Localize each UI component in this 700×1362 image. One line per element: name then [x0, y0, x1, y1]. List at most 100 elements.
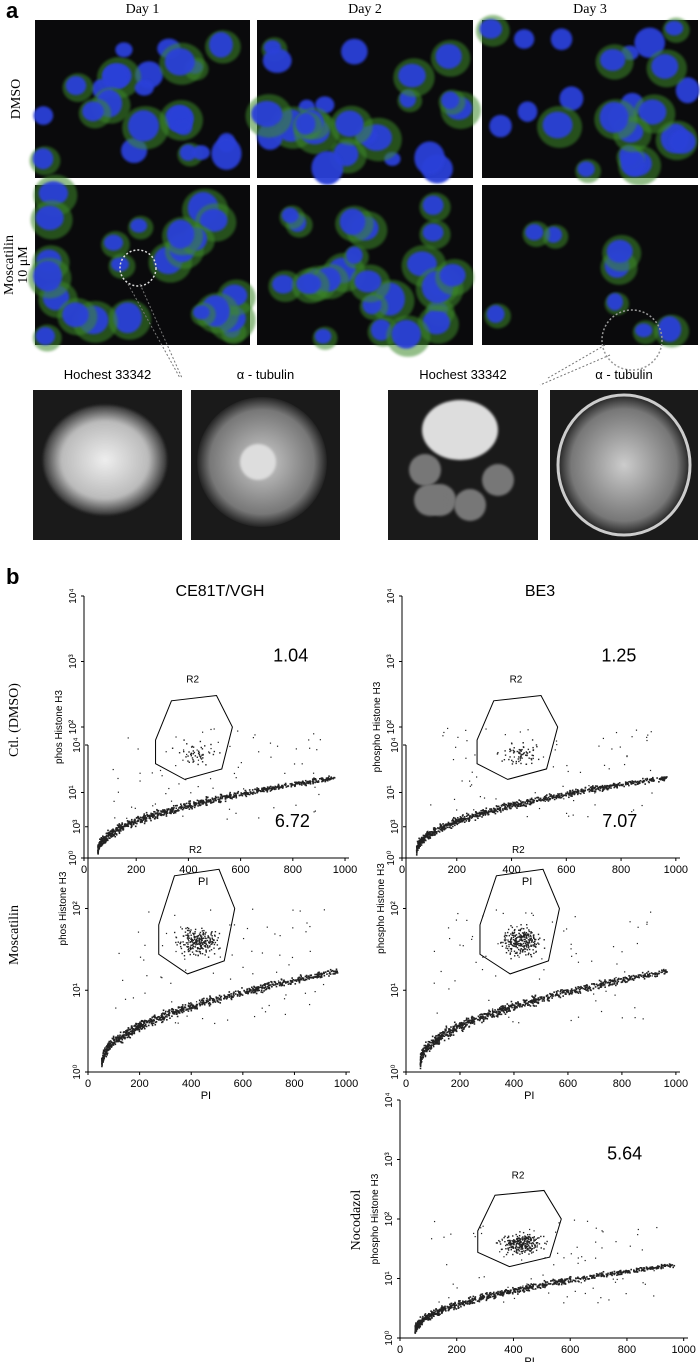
event — [514, 941, 515, 942]
event — [629, 781, 631, 783]
event — [276, 972, 277, 973]
event — [316, 780, 318, 782]
event — [576, 792, 578, 794]
event — [496, 805, 498, 807]
event — [209, 938, 210, 939]
event — [191, 746, 192, 747]
event — [520, 943, 521, 944]
event — [189, 808, 191, 810]
event — [127, 824, 129, 826]
event — [139, 773, 140, 774]
event — [529, 751, 530, 752]
event — [612, 980, 614, 982]
event — [204, 954, 205, 955]
event — [244, 790, 245, 791]
event — [603, 786, 605, 788]
event — [642, 975, 644, 977]
event — [634, 1007, 635, 1008]
nucleus — [211, 137, 241, 169]
event — [443, 1031, 445, 1033]
event — [487, 1016, 489, 1018]
event — [457, 817, 459, 819]
event — [334, 973, 336, 975]
event — [560, 993, 562, 995]
event — [556, 744, 557, 745]
event — [523, 742, 524, 743]
event — [190, 945, 191, 946]
event — [171, 1015, 173, 1017]
event — [195, 1007, 197, 1009]
event — [515, 943, 516, 944]
event — [175, 951, 176, 952]
event — [552, 994, 554, 996]
event — [605, 981, 607, 983]
event — [526, 937, 527, 938]
event — [265, 1011, 266, 1012]
event — [463, 1020, 465, 1022]
event — [124, 825, 126, 827]
event — [97, 853, 99, 855]
event — [497, 808, 499, 810]
event — [152, 805, 153, 806]
event — [427, 1046, 429, 1048]
event — [533, 944, 534, 945]
event — [321, 974, 323, 976]
event — [188, 802, 190, 804]
event — [108, 1043, 110, 1045]
event — [501, 1014, 503, 1016]
event — [583, 985, 585, 987]
event — [613, 946, 614, 947]
event — [536, 797, 538, 799]
event — [612, 983, 614, 985]
event — [157, 1018, 159, 1020]
event — [261, 990, 263, 992]
event — [300, 782, 301, 783]
event — [193, 761, 194, 762]
event — [453, 1034, 455, 1036]
event — [273, 984, 275, 986]
event — [192, 1005, 194, 1007]
gate-percent: 1.25 — [601, 646, 636, 666]
event — [496, 1015, 498, 1017]
event — [423, 1053, 425, 1055]
event — [514, 932, 515, 933]
event — [321, 779, 323, 781]
event — [181, 948, 182, 949]
event — [173, 805, 175, 807]
event — [274, 786, 276, 788]
event — [223, 995, 225, 997]
event — [563, 798, 564, 799]
event — [567, 990, 569, 992]
event — [324, 909, 325, 910]
event — [182, 1009, 184, 1011]
event — [163, 813, 165, 815]
event — [529, 949, 530, 950]
event — [192, 944, 193, 945]
event — [523, 939, 524, 940]
x-tick-label: 1000 — [334, 1078, 358, 1090]
event — [600, 985, 602, 987]
event — [429, 1048, 431, 1050]
event — [185, 931, 186, 932]
event — [102, 1060, 104, 1062]
event — [275, 983, 277, 985]
event — [505, 942, 506, 943]
event — [656, 777, 658, 779]
event — [336, 970, 338, 972]
event — [527, 949, 528, 950]
event — [573, 800, 574, 801]
event — [305, 783, 307, 785]
event — [611, 748, 612, 749]
event — [141, 820, 143, 822]
event — [209, 946, 210, 947]
event — [297, 783, 299, 785]
event — [169, 1017, 171, 1019]
event — [520, 950, 521, 951]
event — [529, 942, 530, 943]
y-tick-label: 10⁰ — [386, 850, 397, 865]
event — [258, 817, 259, 818]
event — [464, 816, 466, 818]
event — [419, 843, 421, 845]
event — [155, 803, 156, 804]
event — [469, 819, 471, 821]
